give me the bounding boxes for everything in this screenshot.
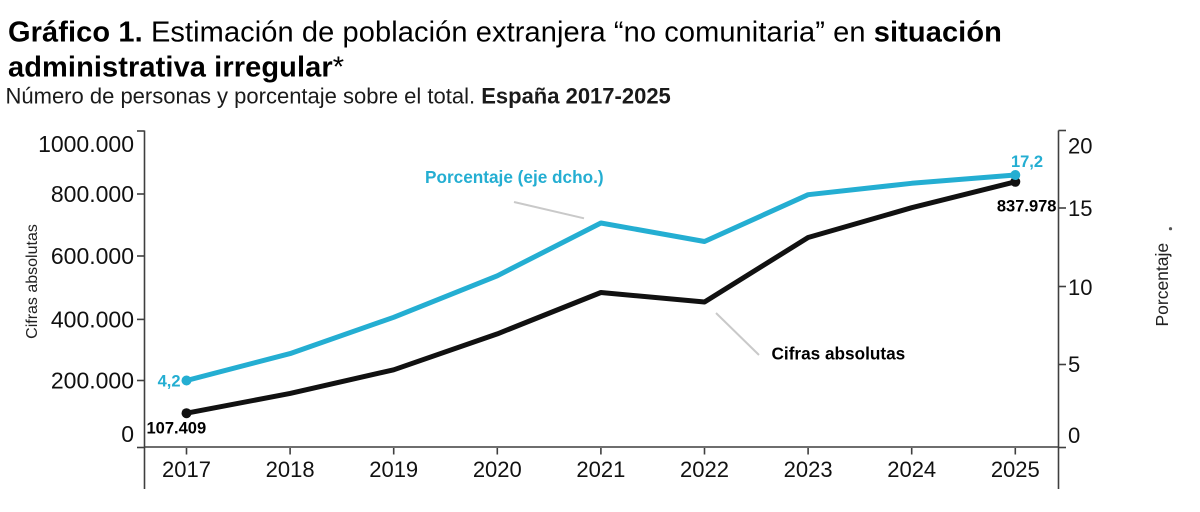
svg-text:4,2: 4,2 (158, 373, 181, 391)
svg-text:800.000: 800.000 (51, 181, 134, 207)
svg-text:200.000: 200.000 (51, 368, 134, 394)
svg-text:10: 10 (1068, 275, 1092, 300)
svg-text:2024: 2024 (887, 457, 936, 482)
svg-text:17,2: 17,2 (1011, 153, 1043, 171)
svg-text:2025: 2025 (991, 457, 1040, 482)
svg-text:Porcentaje (eje dcho.): Porcentaje (eje dcho.) (425, 167, 604, 187)
svg-text:2017: 2017 (162, 457, 211, 482)
svg-text:2022: 2022 (680, 457, 729, 482)
svg-text:107.409: 107.409 (147, 420, 207, 438)
svg-text:2023: 2023 (784, 457, 833, 482)
svg-text:0: 0 (1068, 423, 1080, 448)
svg-text:Cifras absolutas: Cifras absolutas (772, 344, 906, 364)
svg-text:2018: 2018 (266, 457, 315, 482)
svg-text:837.978: 837.978 (997, 198, 1057, 216)
svg-text:600.000: 600.000 (51, 243, 134, 269)
svg-text:Porcentaje: Porcentaje (1152, 243, 1172, 327)
svg-text:2020: 2020 (473, 457, 522, 482)
svg-text:5: 5 (1068, 352, 1080, 377)
svg-text:15: 15 (1068, 196, 1092, 221)
svg-text:400.000: 400.000 (51, 306, 134, 332)
svg-text:2021: 2021 (576, 457, 625, 482)
svg-text:Gráfico 1. Estimación de pobla: Gráfico 1. Estimación de población extra… (8, 17, 1002, 49)
svg-text:administrativa irregular*: administrativa irregular* (8, 52, 344, 84)
svg-text:0: 0 (121, 421, 134, 447)
svg-text:1000.000: 1000.000 (38, 131, 134, 157)
svg-text:20: 20 (1068, 134, 1092, 159)
svg-text:2019: 2019 (369, 457, 418, 482)
svg-text:Cifras absolutas: Cifras absolutas (24, 224, 41, 339)
svg-text:Número de personas y porcentaj: Número de personas y porcentaje sobre el… (6, 83, 671, 108)
